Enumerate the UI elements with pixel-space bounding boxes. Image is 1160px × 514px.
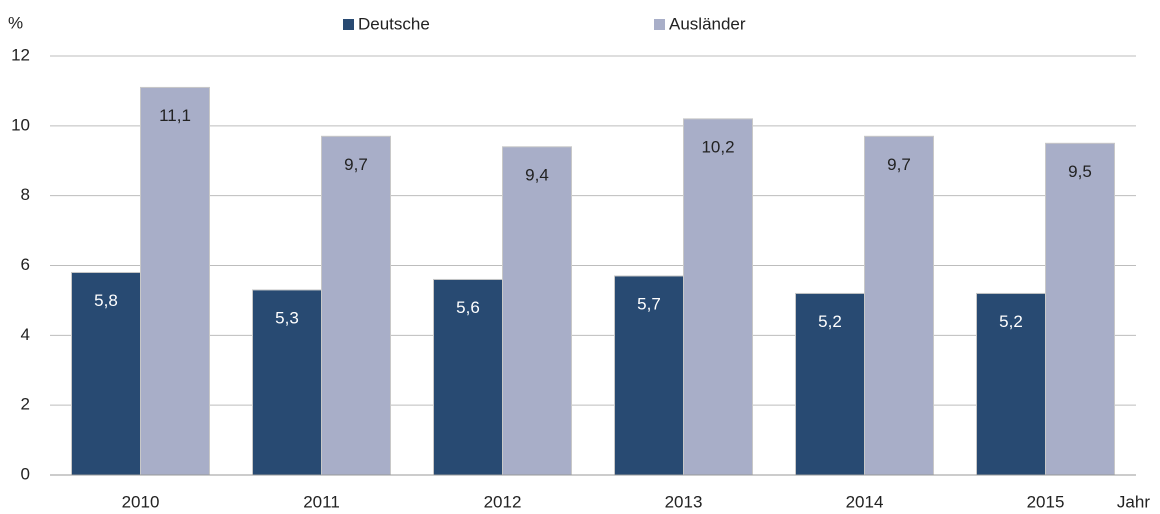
y-tick-label: 2 xyxy=(21,395,30,414)
bar xyxy=(1045,142,1115,476)
y-tick-label: 8 xyxy=(21,185,30,204)
data-label: 9,5 xyxy=(1068,162,1092,181)
x-tick-label: 2014 xyxy=(846,492,884,511)
legend-label: Ausländer xyxy=(669,14,746,33)
y-tick-label: 6 xyxy=(21,255,30,274)
data-label: 9,7 xyxy=(887,155,911,174)
x-tick-label: 2015 xyxy=(1027,492,1065,511)
legend-swatch xyxy=(343,19,354,30)
x-tick-label: 2010 xyxy=(122,492,160,511)
y-tick-label: 10 xyxy=(11,115,30,134)
bar xyxy=(864,135,934,476)
data-label: 5,2 xyxy=(818,312,842,331)
bar xyxy=(795,292,865,476)
x-tick-label: 2012 xyxy=(484,492,522,511)
bar xyxy=(140,86,210,476)
data-label: 10,2 xyxy=(701,137,734,156)
y-axis-label: % xyxy=(8,13,23,32)
legend-label: Deutsche xyxy=(358,14,430,33)
bar xyxy=(502,146,572,476)
bar xyxy=(614,275,684,476)
data-label: 11,1 xyxy=(159,106,191,125)
legend-swatch xyxy=(654,19,665,30)
data-label: 5,3 xyxy=(275,308,299,327)
data-label: 9,4 xyxy=(525,165,549,184)
y-tick-label: 0 xyxy=(21,464,30,483)
bar xyxy=(252,289,322,476)
bar xyxy=(976,292,1046,476)
x-tick-label: 2013 xyxy=(665,492,703,511)
bar xyxy=(321,135,391,476)
bar xyxy=(683,118,753,476)
x-axis-label: Jahr xyxy=(1117,492,1150,511)
x-tick-label: 2011 xyxy=(303,492,340,511)
bar xyxy=(433,278,503,476)
data-label: 5,6 xyxy=(456,298,480,317)
data-label: 5,8 xyxy=(94,291,118,310)
data-label: 5,2 xyxy=(999,312,1023,331)
y-tick-label: 12 xyxy=(11,45,30,64)
y-tick-label: 4 xyxy=(21,325,30,344)
data-label: 9,7 xyxy=(344,155,368,174)
data-label: 5,7 xyxy=(637,294,661,313)
